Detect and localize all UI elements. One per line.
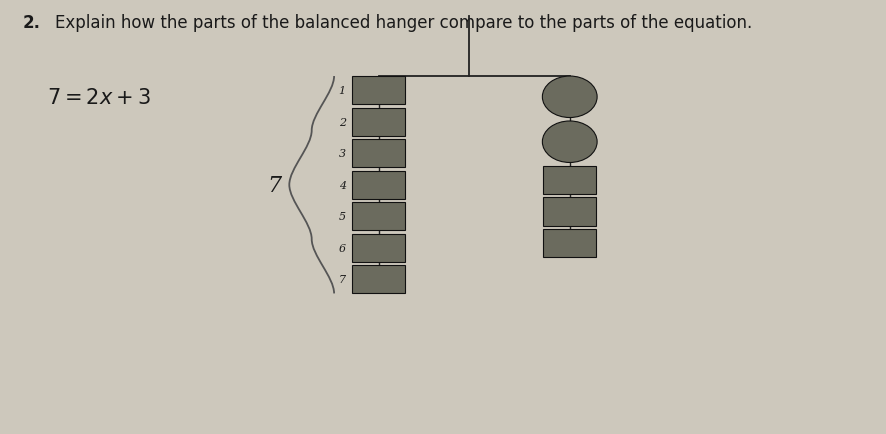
Text: 2: 2: [338, 117, 346, 127]
FancyBboxPatch shape: [352, 171, 405, 199]
Ellipse shape: [541, 77, 596, 118]
Text: 5: 5: [338, 212, 346, 222]
Text: Explain how the parts of the balanced hanger compare to the parts of the equatio: Explain how the parts of the balanced ha…: [55, 14, 751, 32]
FancyBboxPatch shape: [352, 77, 405, 105]
Text: 2.: 2.: [22, 14, 40, 32]
Text: 6: 6: [338, 243, 346, 253]
FancyBboxPatch shape: [352, 266, 405, 294]
FancyBboxPatch shape: [542, 230, 595, 257]
FancyBboxPatch shape: [352, 234, 405, 262]
Ellipse shape: [541, 122, 596, 163]
Text: 7: 7: [338, 275, 346, 285]
FancyBboxPatch shape: [352, 108, 405, 136]
Text: 7: 7: [267, 174, 281, 196]
Text: $7 = 2x + 3$: $7 = 2x + 3$: [47, 88, 151, 108]
FancyBboxPatch shape: [542, 167, 595, 194]
Text: 1: 1: [338, 86, 346, 96]
Text: 4: 4: [338, 180, 346, 190]
FancyBboxPatch shape: [352, 140, 405, 168]
FancyBboxPatch shape: [542, 198, 595, 226]
Text: 3: 3: [338, 149, 346, 159]
FancyBboxPatch shape: [352, 203, 405, 231]
